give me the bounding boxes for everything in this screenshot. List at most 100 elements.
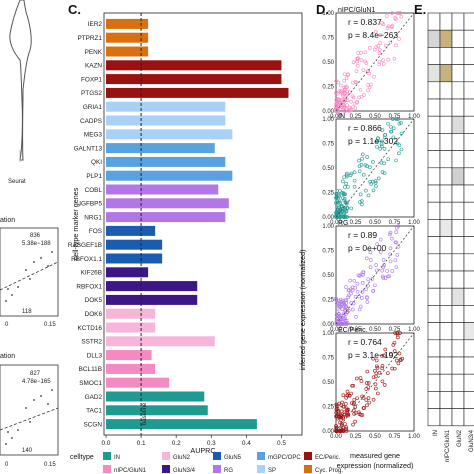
scatter-point	[373, 179, 378, 183]
scatter-point	[355, 396, 360, 401]
legend-swatch	[162, 465, 170, 473]
heatmap-cell	[451, 287, 465, 306]
heatmap-cell	[451, 64, 465, 83]
scatter-point	[342, 185, 347, 189]
scatter-point	[388, 259, 393, 264]
scatter-point	[365, 381, 369, 385]
scatter-point	[377, 47, 382, 52]
scatter-point	[381, 58, 385, 63]
bar-galnt13	[106, 143, 215, 154]
heatmap-cell	[451, 305, 465, 323]
scatter-point	[397, 351, 402, 356]
scatter-point	[354, 315, 358, 319]
scatter-point	[381, 275, 386, 280]
heatmap-cell	[451, 356, 465, 375]
panel-d-ylabel: inferred gene expression (normalized)	[298, 249, 307, 370]
y-tick-label: 0.00	[322, 429, 334, 435]
scatter-point	[389, 25, 394, 30]
heatmap-cell	[439, 219, 453, 237]
scatter-point	[372, 368, 377, 373]
identity-line	[335, 118, 415, 218]
scatter-point	[344, 173, 349, 178]
pearson-r: r = 0.866	[348, 123, 382, 133]
scatter-point	[394, 240, 399, 245]
scatter-point	[374, 358, 379, 363]
scatter-point	[379, 250, 383, 254]
bar-ptprz1	[106, 32, 149, 43]
gene-label: RBFOX1	[76, 283, 102, 290]
left-fragment: Seurat ation 836 5.38e−188 118 0 0.15 at…	[0, 0, 59, 468]
scatter-point	[348, 278, 353, 283]
scatter-point	[390, 269, 395, 273]
bottom-fragment-points	[5, 389, 53, 445]
scatter-point	[394, 117, 399, 121]
scatter-point	[366, 385, 371, 389]
scatter-point	[357, 307, 362, 312]
legend-swatch	[213, 452, 221, 460]
scatter-point	[342, 215, 346, 219]
scatter-point	[360, 280, 365, 285]
scatter-point	[375, 242, 379, 246]
series-name: RG	[338, 220, 349, 227]
heatmap-column-label: nIPC/GluN1	[445, 429, 451, 462]
heatmap-cell	[427, 305, 441, 323]
scatter-point	[338, 297, 343, 302]
heatmap-cell	[463, 150, 474, 169]
gene-label: GRIA1	[83, 104, 103, 111]
heatmap-cell	[439, 339, 453, 358]
gene-label: BCL11B	[79, 366, 102, 373]
legend-swatch	[257, 452, 265, 460]
scatter-point	[344, 285, 348, 289]
scatter-point	[341, 393, 346, 398]
scatter-point	[380, 366, 384, 371]
gene-label: PTPRZ1	[77, 35, 102, 42]
scatter-point	[366, 88, 370, 93]
identity-line	[335, 225, 415, 325]
panel-c-bar-chart: IER2 PTPRZ1 PENK KAZN FOXP1 PTGS2 GRIA1 CADPS ME…	[68, 12, 343, 474]
heatmap-cell	[451, 81, 465, 100]
scatter-point	[358, 200, 362, 204]
gene-label: KIF26B	[81, 270, 102, 277]
scatter-point	[383, 132, 387, 137]
top-fragment-low-value: 118	[22, 309, 32, 315]
scatter-point	[334, 296, 338, 301]
scatter-point	[339, 418, 343, 422]
fragment-point	[17, 429, 19, 431]
fragment-point	[11, 294, 13, 296]
top-fragment-title: ation	[0, 217, 15, 224]
heatmap-cell	[439, 150, 453, 169]
heatmap-cell	[439, 64, 453, 83]
heatmap-cell	[439, 305, 453, 323]
top-fragment-stat1: 836	[30, 233, 41, 239]
gene-label: PLP1	[86, 173, 102, 180]
scatter-point	[394, 265, 399, 270]
scatter-point	[366, 396, 371, 400]
scatter-point	[334, 103, 339, 108]
gene-label: RASGEF1B	[68, 242, 102, 249]
gene-label: COBL	[85, 187, 103, 194]
fragment-point	[11, 437, 13, 439]
scatter-point	[334, 109, 339, 113]
scatter-frame	[335, 332, 415, 432]
legend-title: celltype	[70, 454, 94, 461]
heatmap-cell	[451, 167, 465, 186]
scatter-point	[342, 302, 346, 307]
x-tick-label: 0.00	[330, 434, 342, 440]
heatmap-cell	[451, 253, 465, 272]
heatmap-cell	[427, 81, 441, 100]
scatter-point	[398, 357, 403, 362]
scatter-point	[388, 230, 393, 235]
legend-label: nIPC/GluN1	[114, 468, 147, 474]
scatter-point	[394, 43, 398, 48]
scatter-point	[352, 178, 357, 183]
bar-gad2	[106, 391, 205, 402]
heatmap-cell	[439, 270, 453, 289]
identity-line	[335, 332, 415, 432]
scatter-point	[364, 256, 369, 261]
scatter-point	[347, 105, 352, 110]
fragment-point	[40, 257, 42, 259]
heatmap-cell	[427, 408, 441, 427]
x-tick-label: 0.50	[369, 327, 381, 333]
scatter-point	[350, 383, 354, 388]
gene-label: SSTR2	[81, 339, 102, 346]
